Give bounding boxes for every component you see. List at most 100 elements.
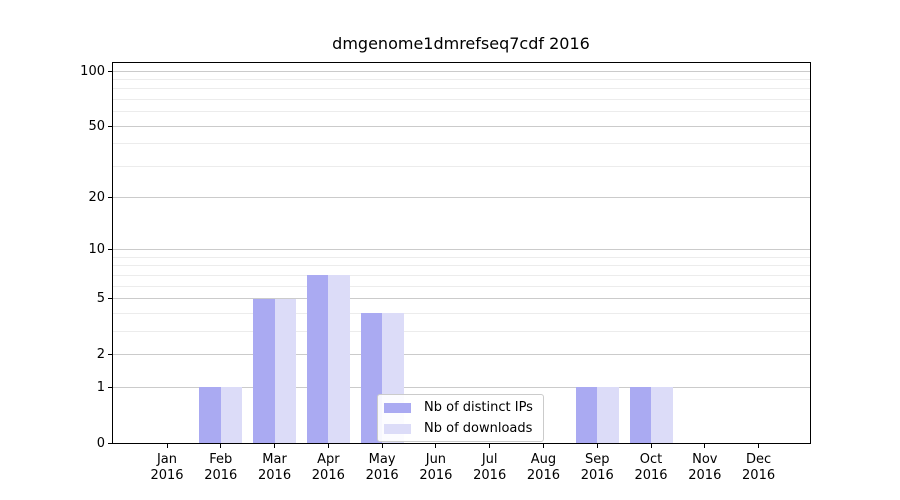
legend: Nb of distinct IPs Nb of downloads — [377, 394, 544, 442]
x-tick-month: Dec — [746, 452, 772, 467]
x-tick-mark-nov — [704, 444, 706, 448]
x-tick-label-dec: Dec 2016 — [731, 452, 787, 484]
y-tick-label-5: 5 — [96, 291, 105, 307]
y-tick-mark-100 — [108, 70, 112, 72]
bar-distinct-ips-mar — [253, 298, 275, 443]
bar-downloads-sep — [597, 387, 619, 443]
gridline-major-20 — [113, 197, 810, 199]
x-tick-year: 2016 — [204, 468, 238, 483]
x-tick-month: Jan — [156, 452, 178, 467]
x-tick-year: 2016 — [258, 468, 292, 483]
x-tick-label-apr: Apr 2016 — [300, 452, 356, 484]
gridline-major-2 — [113, 353, 810, 355]
x-tick-year: 2016 — [473, 468, 507, 483]
gridline-minor-90 — [113, 78, 810, 80]
x-tick-label-nov: Nov 2016 — [677, 452, 733, 484]
chart-title: dmgenome1dmrefseq7cdf 2016 — [332, 34, 590, 53]
bar-distinct-ips-feb — [199, 387, 221, 443]
x-tick-year: 2016 — [580, 468, 614, 483]
legend-swatch-distinct-ips — [384, 402, 411, 413]
legend-label-distinct-ips: Nb of distinct IPs — [424, 400, 533, 415]
y-tick-label-2: 2 — [96, 346, 105, 362]
y-tick-mark-2 — [108, 353, 112, 355]
x-tick-mark-dec — [758, 444, 760, 448]
gridline-minor-8 — [113, 265, 810, 267]
gridline-minor-30 — [113, 165, 810, 167]
x-tick-label-sep: Sep 2016 — [569, 452, 625, 484]
gridline-major-100 — [113, 70, 810, 72]
x-tick-year: 2016 — [311, 468, 345, 483]
y-tick-label-0: 0 — [96, 435, 105, 451]
x-tick-year: 2016 — [742, 468, 776, 483]
x-tick-mark-may — [381, 444, 383, 448]
x-tick-month: Sep — [584, 452, 610, 467]
x-tick-mark-oct — [650, 444, 652, 448]
y-tick-label-100: 100 — [80, 63, 105, 79]
bar-distinct-ips-sep — [575, 387, 598, 443]
x-tick-mark-mar — [274, 444, 276, 448]
y-tick-mark-10 — [108, 249, 112, 251]
y-tick-mark-50 — [108, 125, 112, 127]
x-tick-month: Aug — [530, 452, 557, 467]
x-tick-mark-jun — [435, 444, 437, 448]
x-tick-year: 2016 — [688, 468, 722, 483]
x-tick-label-mar: Mar 2016 — [247, 452, 303, 484]
gridline-major-5 — [113, 298, 810, 300]
bar-downloads-oct — [651, 387, 673, 443]
gridline-minor-9 — [113, 256, 810, 258]
x-tick-month: Jun — [425, 452, 447, 467]
gridline-minor-6 — [113, 285, 810, 287]
x-tick-label-may: May 2016 — [354, 452, 410, 484]
y-tick-mark-20 — [108, 197, 112, 199]
x-tick-mark-feb — [220, 444, 222, 448]
bar-distinct-ips-apr — [306, 275, 329, 443]
x-tick-month: Jul — [481, 452, 498, 467]
x-tick-month: Feb — [209, 452, 233, 467]
x-tick-month: Nov — [692, 452, 718, 467]
x-tick-mark-sep — [596, 444, 598, 448]
gridline-minor-7 — [113, 274, 810, 276]
legend-entry-distinct-ips: Nb of distinct IPs — [384, 399, 537, 416]
gridline-major-1 — [113, 386, 810, 388]
legend-label-downloads: Nb of downloads — [424, 421, 533, 436]
gridline-minor-70 — [113, 98, 810, 100]
gridline-minor-3 — [113, 330, 810, 332]
y-tick-label-20: 20 — [88, 190, 105, 206]
bar-distinct-ips-oct — [629, 387, 652, 443]
x-tick-label-oct: Oct 2016 — [623, 452, 679, 484]
x-tick-year: 2016 — [150, 468, 184, 483]
gridline-minor-4 — [113, 312, 810, 314]
y-tick-label-1: 1 — [96, 379, 105, 395]
x-tick-year: 2016 — [365, 468, 399, 483]
y-tick-mark-0 — [108, 442, 112, 444]
y-tick-label-50: 50 — [88, 118, 105, 134]
x-tick-year: 2016 — [419, 468, 453, 483]
bar-distinct-ips-may — [360, 313, 383, 443]
bar-downloads-apr — [328, 275, 350, 443]
x-tick-mark-aug — [542, 444, 544, 448]
x-tick-label-jan: Jan 2016 — [139, 452, 195, 484]
gridline-minor-40 — [113, 143, 810, 145]
x-tick-year: 2016 — [526, 468, 560, 483]
gridline-minor-80 — [113, 88, 810, 90]
x-tick-month: Mar — [262, 452, 287, 467]
gridline-major-10 — [113, 249, 810, 251]
legend-entry-downloads: Nb of downloads — [384, 420, 537, 437]
y-tick-mark-1 — [108, 386, 112, 388]
x-tick-label-aug: Aug 2016 — [515, 452, 571, 484]
bar-downloads-feb — [220, 387, 243, 443]
x-tick-label-jun: Jun 2016 — [408, 452, 464, 484]
gridline-major-50 — [113, 125, 810, 127]
x-tick-month: Oct — [639, 452, 663, 467]
x-tick-label-feb: Feb 2016 — [193, 452, 249, 484]
bar-downloads-mar — [274, 298, 297, 443]
plot-area: Nb of distinct IPs Nb of downloads — [112, 62, 811, 444]
legend-swatch-downloads — [384, 423, 411, 434]
y-tick-mark-5 — [108, 298, 112, 300]
x-tick-month: Apr — [317, 452, 340, 467]
y-tick-label-10: 10 — [88, 242, 105, 258]
x-tick-mark-apr — [327, 444, 329, 448]
x-tick-year: 2016 — [634, 468, 668, 483]
x-tick-mark-jan — [166, 444, 168, 448]
